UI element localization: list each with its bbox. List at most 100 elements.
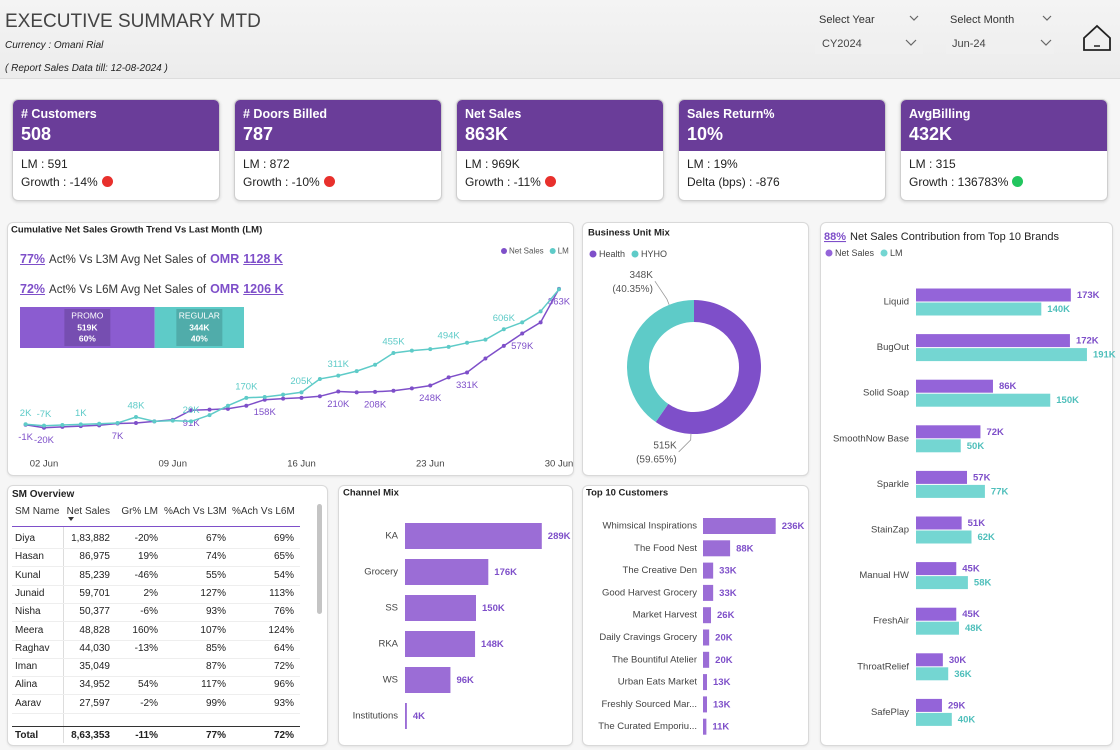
table-cell: 19% (137, 551, 158, 563)
row-rule (12, 621, 300, 623)
annotation-currency: OMR (210, 252, 240, 266)
table-cell: Junaid (15, 587, 45, 599)
kpi-card-header (235, 100, 441, 151)
table-cell: 50,377 (79, 606, 110, 618)
kpi-value: 432K (909, 124, 953, 144)
table-cell: 127% (200, 587, 226, 599)
table-cell: 35,049 (79, 661, 110, 673)
chevron[interactable] (905, 39, 917, 46)
table-cell: 64% (273, 642, 294, 654)
kpi-lm: LM : 315 (909, 157, 956, 171)
table-cell: 113% (269, 587, 294, 599)
status-dot (323, 176, 335, 187)
kpi-card-header (457, 100, 663, 151)
table-cell: -46% (134, 569, 158, 581)
month-dropdown[interactable] (946, 34, 1054, 54)
row-rule (12, 712, 300, 714)
sm-overview-panel: SM Overview SM Name Net Sales Gr% LM %Ach Vs… (7, 485, 328, 746)
kpi-growth: Growth : -11% (465, 175, 541, 189)
table-cell: 48,828 (79, 624, 110, 636)
kpi-growth-row: Delta (bps) : -876 (687, 175, 780, 189)
kpi-value: 10% (687, 124, 724, 144)
filter-value[interactable]: CY2024 (822, 38, 862, 50)
table-cell: 76% (273, 606, 294, 618)
total-rule (12, 726, 300, 727)
brands-panel (820, 222, 1113, 746)
table-cell: -20% (134, 533, 158, 544)
table-cell: 55% (205, 569, 226, 581)
table-cell: 96% (273, 679, 294, 691)
chevron[interactable] (1040, 39, 1052, 46)
annotation-amount: 1128 K (243, 252, 283, 266)
kpi-card: Sales Return% 10% LM : 19% Delta (bps) : -8… (678, 99, 886, 201)
table-cell: 8,63,353 (64, 727, 110, 745)
table-cell (114, 658, 158, 676)
year-dropdown[interactable] (815, 34, 923, 54)
header-icons (905, 15, 1111, 51)
kpi-growth-row: Growth : -14% (21, 175, 113, 189)
table-cell: Nisha (15, 606, 41, 618)
kpi-lm: LM : 872 (243, 157, 290, 171)
table-cell: 93% (273, 697, 294, 709)
customers-panel (582, 485, 809, 746)
table-cell: 2% (143, 587, 158, 599)
filter-label: Select Month (950, 14, 1015, 26)
table-cell: 117% (201, 679, 226, 691)
table-cell: Iman (15, 661, 38, 673)
report-date: ( Report Sales Data till: 12-08-2024 ) (5, 63, 168, 74)
annotation: 77% Act% Vs L3M Avg Net Sales of OMR 1128 K (20, 252, 283, 266)
kpi-growth: Growth : -10% (243, 175, 320, 189)
chevron[interactable] (1042, 15, 1052, 21)
annotation: 72% Act% Vs L6M Avg Net Sales of OMR 1206 K (20, 282, 284, 296)
table-cell: 160% (132, 624, 158, 636)
table-cell: 72% (273, 661, 294, 673)
row-rule (12, 602, 300, 604)
kpi-title: Net Sales (465, 107, 522, 121)
table-cell: 107% (200, 624, 226, 636)
kpi-card: # Customers 508 LM : 591 Growth : -14% (12, 99, 220, 201)
sort-indicator (68, 517, 74, 521)
table-cell: Meera (15, 624, 44, 636)
kpi-card: # Doors Billed 787 LM : 872 Growth : -10% (234, 99, 442, 201)
table-cell: Kunal (15, 569, 41, 581)
table-cell: 34,952 (79, 679, 110, 691)
table-cell: 124% (268, 624, 294, 636)
scrollbar (317, 504, 322, 614)
chevron[interactable] (909, 15, 919, 21)
row-rule (12, 548, 300, 549)
page-title: EXECUTIVE SUMMARY MTD (5, 11, 261, 32)
status-dot (1012, 176, 1024, 187)
table-cell: 93% (205, 606, 226, 618)
annotation-pct: 77% (20, 252, 46, 266)
row-rule (12, 566, 300, 568)
kpi-title: # Customers (21, 107, 97, 121)
filter-label: Select Year (819, 14, 875, 26)
table-cell: Raghav (15, 642, 50, 654)
table-cell: -11% (114, 727, 158, 745)
table-cell: Aarav (15, 697, 42, 709)
annotation-amount: 1206 K (243, 282, 284, 296)
kpi-value: 508 (21, 124, 52, 144)
table-cell: 1,83,882 (71, 533, 110, 544)
kpi-card-header (901, 100, 1107, 151)
table-cell: 27,597 (79, 697, 110, 709)
filter-value[interactable]: Jun-24 (952, 38, 986, 50)
table-cell: -2% (140, 697, 158, 709)
status-dot (544, 176, 556, 187)
table-cell: 72% (232, 727, 294, 745)
table-cell: 99% (205, 697, 226, 709)
table-cell: Alina (15, 679, 38, 691)
table-cell: SM Name (15, 506, 60, 517)
table-cell: Diya (15, 533, 36, 544)
table-cell: 77% (164, 727, 226, 745)
table-cell: 85% (205, 642, 226, 654)
table-title: SM Overview (12, 489, 75, 500)
home-icon[interactable] (1083, 24, 1111, 51)
table-cell: 65% (273, 551, 294, 563)
kpi-growth-row: Growth : -11% (465, 175, 556, 189)
kpi-title: # Doors Billed (243, 107, 328, 121)
annotation-currency: OMR (210, 282, 240, 296)
kpi-growth-row: Growth : -10% (243, 175, 335, 189)
kpi-card-header (13, 100, 219, 151)
